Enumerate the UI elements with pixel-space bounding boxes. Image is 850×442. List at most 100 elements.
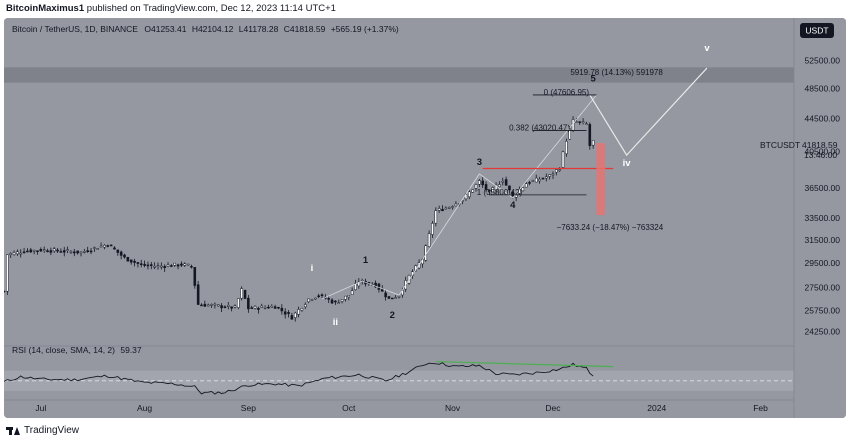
- time-tick-label: Dec: [545, 403, 561, 413]
- candle-body: [377, 283, 381, 290]
- candle-body: [314, 297, 317, 300]
- candle-body: [73, 251, 76, 254]
- candle-body: [247, 297, 250, 310]
- currency-badge[interactable]: USDT: [800, 23, 834, 38]
- bearish-divergence-line: [435, 360, 614, 368]
- candle-body: [126, 256, 130, 262]
- legend-low-label: L: [239, 24, 244, 34]
- candle-body: [441, 209, 444, 212]
- candle-body: [474, 184, 478, 189]
- wave-label: ii: [333, 317, 338, 328]
- candle-body: [230, 306, 233, 309]
- candle-body: [237, 298, 240, 308]
- candle-body: [253, 306, 257, 309]
- candle-body: [106, 245, 110, 247]
- candle-body: [444, 207, 448, 210]
- candle-body: [273, 306, 277, 309]
- candle-body: [347, 295, 351, 298]
- chart-panel[interactable]: 0 (47606.95) 0.382 (43020.47) 1 (35800.42)…: [4, 18, 846, 418]
- candle-body: [307, 298, 310, 302]
- candle-body: [186, 263, 190, 266]
- candle-body: [293, 312, 297, 318]
- price-chart[interactable]: 0 (47606.95) 0.382 (43020.47) 1 (35800.42)…: [4, 18, 846, 418]
- projection-path: [589, 67, 708, 157]
- rsi-legend: RSI (14, close, SMA, 14, 2) 59.37: [12, 345, 142, 355]
- candle-body: [344, 295, 347, 300]
- publisher-name[interactable]: BitcoinMaximus1: [6, 3, 85, 14]
- candle-body: [109, 244, 113, 247]
- candle-body: [297, 309, 300, 315]
- candle-body: [216, 304, 220, 307]
- candle-body: [173, 262, 177, 266]
- publish-info: BitcoinMaximus1 published on TradingView…: [6, 3, 336, 14]
- candle-body: [200, 304, 203, 307]
- candle-body: [471, 189, 474, 193]
- candle-body: [334, 300, 337, 303]
- candle-body: [93, 247, 96, 249]
- candle-body: [575, 121, 578, 123]
- currency-label: USDT: [805, 26, 828, 36]
- candle-body: [478, 180, 481, 185]
- candle-body: [581, 121, 585, 124]
- candle-body: [176, 264, 180, 267]
- candle-body: [62, 250, 66, 253]
- candle-body: [76, 250, 79, 254]
- candle-body: [36, 250, 39, 252]
- candle-body: [260, 305, 264, 308]
- candle-body: [119, 251, 123, 256]
- candle-body: [454, 203, 458, 207]
- candle-body: [257, 307, 260, 310]
- candle-body: [568, 128, 572, 140]
- wave-label: i: [311, 263, 314, 274]
- candle-body: [223, 306, 227, 308]
- candle-body: [163, 266, 166, 268]
- candle-body: [52, 248, 56, 252]
- measure-annotation: −7633.24 (−18.47%) −763324: [557, 223, 664, 232]
- price-label-value: 41818.59: [802, 140, 838, 150]
- candle-body: [491, 187, 495, 193]
- measure-annotation: 1 (35800.42): [477, 188, 523, 197]
- legend-high: 42104.12: [198, 24, 234, 34]
- candle-body: [123, 254, 126, 258]
- candle-body: [9, 253, 12, 255]
- candle-body: [39, 249, 43, 252]
- price-label-countdown: 13:46:00: [804, 150, 837, 160]
- candle-body: [287, 312, 290, 314]
- candle-body: [196, 284, 200, 305]
- candle-body: [139, 263, 143, 265]
- candle-body: [387, 296, 391, 299]
- candle-body: [551, 173, 555, 176]
- candle-body: [69, 251, 73, 253]
- candle-body: [578, 121, 582, 123]
- candle-body: [434, 210, 438, 224]
- candle-body: [116, 249, 120, 253]
- candle-body: [4, 290, 6, 293]
- time-tick-label: Sep: [241, 403, 256, 413]
- rsi-value: 59.37: [120, 345, 142, 355]
- measure-annotation: 0.382 (43020.47): [509, 123, 570, 132]
- rsi-line: [4, 362, 594, 395]
- candle-body: [16, 251, 19, 255]
- candle-body: [394, 297, 397, 299]
- candle-body: [226, 305, 230, 307]
- rsi-label: RSI (14, close, SMA, 14, 2): [12, 345, 115, 355]
- candle-body: [508, 185, 511, 191]
- candle-body: [146, 264, 150, 267]
- candle-body: [46, 250, 49, 253]
- candle-body: [545, 176, 548, 179]
- price-tick-label: 52500.00: [805, 56, 841, 66]
- resistance-zone: [4, 67, 794, 83]
- candle-body: [233, 305, 237, 308]
- candle-body: [431, 223, 434, 235]
- candle-body: [521, 187, 525, 192]
- candle-body: [6, 254, 9, 292]
- tradingview-logo[interactable]: TradingView: [6, 425, 79, 436]
- price-axis-panel: [794, 18, 846, 418]
- candle-body: [26, 250, 29, 253]
- candle-body: [511, 191, 515, 197]
- legend-symbol: Bitcoin / TetherUS, 1D, BINANCE: [12, 24, 138, 34]
- candle-body: [498, 184, 501, 188]
- candle-body: [86, 250, 89, 253]
- candle-body: [531, 180, 535, 182]
- annotation-zones: [4, 67, 794, 83]
